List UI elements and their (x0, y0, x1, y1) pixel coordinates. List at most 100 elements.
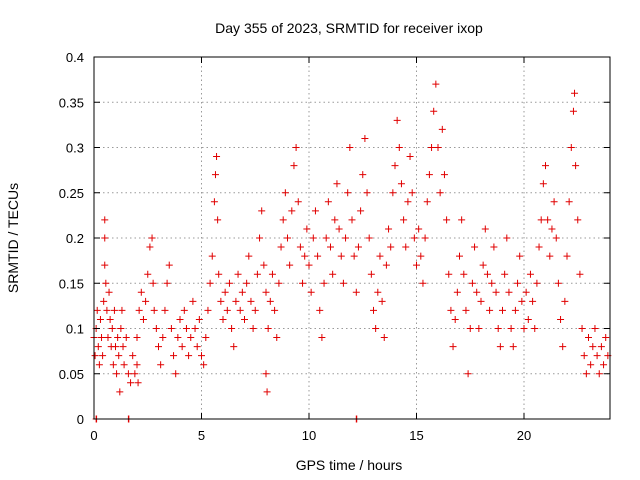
data-point (288, 207, 296, 215)
data-point (127, 379, 135, 387)
data-point (468, 279, 476, 287)
data-point (460, 270, 468, 278)
data-point (496, 343, 504, 351)
data-point (357, 207, 365, 215)
data-point (524, 315, 532, 323)
data-point (93, 306, 101, 314)
data-point (421, 234, 429, 242)
data-point (102, 279, 110, 287)
data-point (149, 279, 157, 287)
data-point (372, 325, 380, 332)
data-point (155, 343, 162, 351)
data-point (376, 252, 384, 260)
data-point (260, 261, 268, 269)
data-point (114, 334, 122, 342)
data-point (602, 334, 610, 342)
data-point (473, 288, 481, 296)
data-point (301, 252, 309, 260)
data-point (408, 189, 416, 197)
data-point (569, 107, 577, 115)
data-point (587, 361, 595, 369)
data-point (221, 288, 229, 296)
data-point (397, 180, 405, 188)
data-point (419, 279, 427, 287)
data-point (499, 306, 506, 314)
data-point (144, 270, 152, 278)
data-point (380, 334, 388, 342)
data-point (361, 134, 369, 142)
data-point (273, 334, 281, 342)
data-point (438, 125, 446, 133)
data-point (247, 297, 255, 305)
data-point (565, 198, 573, 206)
data-point (494, 325, 502, 332)
data-point (415, 225, 423, 233)
data-point (428, 144, 436, 151)
data-point (94, 343, 102, 351)
data-point (346, 144, 354, 151)
data-point (268, 270, 276, 278)
data-point (595, 370, 603, 378)
data-point (133, 334, 141, 342)
data-point (327, 243, 334, 251)
data-point (124, 370, 132, 378)
data-point (271, 306, 279, 314)
data-point (505, 288, 513, 296)
data-point (464, 370, 472, 378)
data-point (251, 306, 259, 314)
data-point (449, 343, 457, 351)
data-point (578, 325, 586, 332)
data-point (434, 144, 442, 151)
data-point (172, 370, 180, 378)
data-point (191, 325, 199, 332)
data-point (178, 343, 186, 351)
data-point (406, 153, 414, 161)
data-point (382, 261, 390, 269)
data-point (234, 270, 242, 278)
data-point (91, 352, 99, 360)
data-point (108, 325, 116, 332)
data-point (134, 379, 142, 387)
data-point (410, 234, 418, 242)
x-tick-label: 0 (90, 428, 97, 443)
data-point (585, 334, 592, 342)
data-point (198, 352, 205, 360)
data-point (213, 153, 221, 161)
data-point (559, 343, 567, 351)
data-point (402, 243, 410, 251)
y-tick-label: 0.15 (59, 276, 84, 291)
data-point (567, 144, 575, 151)
data-point (159, 334, 167, 342)
data-point (120, 361, 128, 369)
data-point (303, 225, 311, 233)
data-point (131, 370, 139, 378)
data-point (580, 352, 588, 360)
data-point (430, 107, 438, 115)
data-point (591, 325, 599, 332)
data-point (471, 243, 479, 251)
data-point (477, 297, 485, 305)
data-point (118, 306, 126, 314)
data-point (488, 279, 496, 287)
data-point (314, 252, 322, 260)
data-point (309, 234, 317, 242)
data-point (148, 234, 156, 242)
data-point (135, 306, 143, 314)
data-point (238, 288, 246, 296)
data-point (174, 334, 182, 342)
data-point (193, 343, 201, 351)
data-point (225, 279, 233, 287)
data-point (157, 361, 165, 369)
data-point (571, 89, 579, 97)
data-point (526, 270, 534, 278)
data-point (436, 189, 444, 197)
data-point (389, 189, 397, 197)
data-point (544, 216, 552, 224)
data-point (228, 325, 236, 332)
data-point (481, 225, 489, 233)
data-point (245, 252, 253, 260)
data-point (520, 325, 528, 332)
data-point (264, 325, 272, 332)
data-point (503, 234, 511, 242)
data-point (296, 243, 304, 251)
